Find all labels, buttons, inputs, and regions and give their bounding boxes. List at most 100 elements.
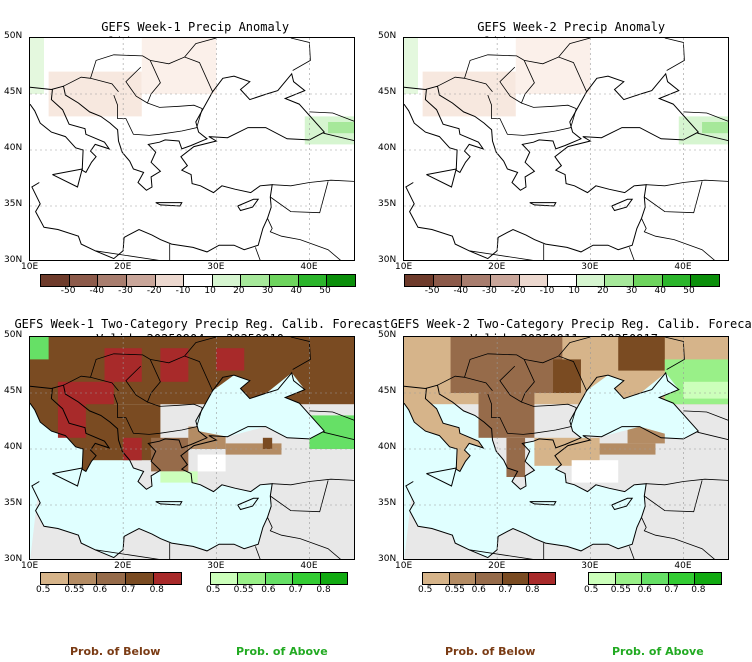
- colorbar-label: 0.8: [316, 585, 331, 595]
- lat-tick-label: 50N: [4, 330, 23, 340]
- lat-tick-label: 40N: [4, 442, 23, 452]
- colorbar-label: 0.7: [121, 585, 136, 595]
- colorbar-swatch: [576, 275, 606, 286]
- colorbar-swatch: [405, 275, 434, 286]
- lon-tick-label: 40E: [300, 561, 318, 571]
- lat-tick-label: 30N: [4, 554, 23, 564]
- colorbar-swatch: [433, 275, 463, 286]
- lat-tick-label: 45N: [378, 386, 397, 396]
- colorbar-label: 20: [597, 286, 609, 296]
- lon-tick-label: 30E: [581, 262, 599, 272]
- colorbar-label: 0.6: [261, 585, 276, 595]
- colorbar-swatch: [327, 275, 356, 286]
- colorbar-label: 0.6: [471, 585, 486, 595]
- colorbar-swatch: [41, 275, 70, 286]
- lon-tick-label: 20E: [488, 262, 506, 272]
- lon-tick-label: 20E: [114, 561, 132, 571]
- lat-tick-label: 50N: [378, 330, 397, 340]
- colorbar-swatch: [519, 275, 549, 286]
- colorbar-label: 0.55: [610, 585, 631, 595]
- colorbar-swatch: [126, 275, 156, 286]
- colorbar-swatch: [462, 275, 491, 286]
- lon-tick-label: 10E: [21, 561, 39, 571]
- colorbar-label: 0.6: [92, 585, 108, 595]
- colorbar-swatch: [41, 573, 70, 584]
- colorbar-label: 50: [683, 286, 695, 296]
- colorbar-label: 0.55: [64, 585, 85, 595]
- colorbar-label: 0.8: [525, 585, 540, 595]
- colorbar-label: 0.7: [288, 585, 304, 595]
- lat-tick-label: 30N: [378, 554, 397, 564]
- legend-below-2: Prob. of Below: [445, 645, 536, 658]
- colorbar-swatch: [293, 573, 321, 584]
- colorbar-label: 10: [204, 286, 216, 296]
- colorbar-label: 0.7: [664, 585, 679, 595]
- colorbar-swatch: [695, 573, 721, 584]
- colorbar-swatch: [241, 275, 271, 286]
- map-panel-2: [403, 37, 729, 261]
- colorbar-swatch: [69, 573, 98, 584]
- lat-tick-label: 50N: [4, 31, 23, 41]
- colorbar-label: -10: [175, 286, 191, 296]
- prob-below-colorbar-1: [40, 572, 182, 585]
- colorbar-swatch: [548, 275, 577, 286]
- colorbar-label: 0.6: [637, 585, 652, 595]
- lon-tick-label: 40E: [674, 561, 692, 571]
- colorbar-swatch: [98, 275, 127, 286]
- colorbar-swatch: [184, 275, 213, 286]
- colorbar-label: -50: [424, 286, 440, 296]
- lon-tick-label: 10E: [395, 262, 413, 272]
- lat-tick-label: 30N: [378, 255, 397, 265]
- lon-tick-label: 30E: [207, 561, 225, 571]
- lon-tick-label: 20E: [488, 561, 506, 571]
- colorbar-label: 20: [233, 286, 245, 296]
- colorbar-swatch: [153, 573, 182, 584]
- colorbar-swatch: [449, 573, 477, 584]
- prob-above-colorbar-1: [210, 572, 348, 585]
- colorbar-swatch: [270, 275, 299, 286]
- colorbar-swatch: [634, 275, 663, 286]
- lat-tick-label: 40N: [378, 143, 397, 153]
- colorbar-label: -30: [482, 286, 497, 296]
- colorbar-swatch: [211, 573, 239, 584]
- lat-tick-label: 35N: [378, 498, 397, 508]
- colorbar-label: 0.5: [418, 585, 433, 595]
- colorbar-swatch: [662, 275, 692, 286]
- lat-tick-label: 35N: [378, 199, 397, 209]
- colorbar-label: 0.55: [233, 585, 254, 595]
- lat-tick-label: 35N: [4, 498, 23, 508]
- anomaly-colorbar-2: [404, 274, 720, 287]
- lat-tick-label: 40N: [378, 442, 397, 452]
- colorbar-swatch: [605, 275, 635, 286]
- prob-below-colorbar-2: [422, 572, 556, 585]
- lon-tick-label: 40E: [300, 262, 318, 272]
- colorbar-label: 40: [654, 286, 666, 296]
- colorbar-swatch: [265, 573, 294, 584]
- lat-tick-label: 50N: [378, 31, 397, 41]
- lat-tick-label: 45N: [4, 87, 23, 97]
- colorbar-swatch: [69, 275, 99, 286]
- colorbar-label: -30: [118, 286, 133, 296]
- colorbar-swatch: [502, 573, 530, 584]
- map-panel-4: [403, 336, 729, 560]
- lon-tick-label: 40E: [674, 262, 692, 272]
- colorbar-label: 30: [261, 286, 274, 296]
- colorbar-label: 10: [568, 286, 580, 296]
- legend-above-2: Prob. of Above: [612, 645, 704, 658]
- colorbar-swatch: [97, 573, 126, 584]
- legend-below-1: Prob. of Below: [70, 645, 161, 658]
- colorbar-swatch: [490, 275, 520, 286]
- panel3-title: GEFS Week-1 Two-Category Precip Reg. Cal…: [14, 317, 391, 346]
- colorbar-label: 30: [625, 286, 638, 296]
- colorbar-label: 40: [290, 286, 302, 296]
- colorbar-swatch: [423, 573, 450, 584]
- colorbar-swatch: [298, 275, 328, 286]
- lat-tick-label: 40N: [4, 143, 23, 153]
- colorbar-label: 0.8: [691, 585, 706, 595]
- colorbar-swatch: [476, 573, 503, 584]
- legend-above-1: Prob. of Above: [236, 645, 328, 658]
- colorbar-swatch: [615, 573, 643, 584]
- colorbar-swatch: [125, 573, 154, 584]
- colorbar-swatch: [320, 573, 348, 584]
- colorbar-swatch: [212, 275, 242, 286]
